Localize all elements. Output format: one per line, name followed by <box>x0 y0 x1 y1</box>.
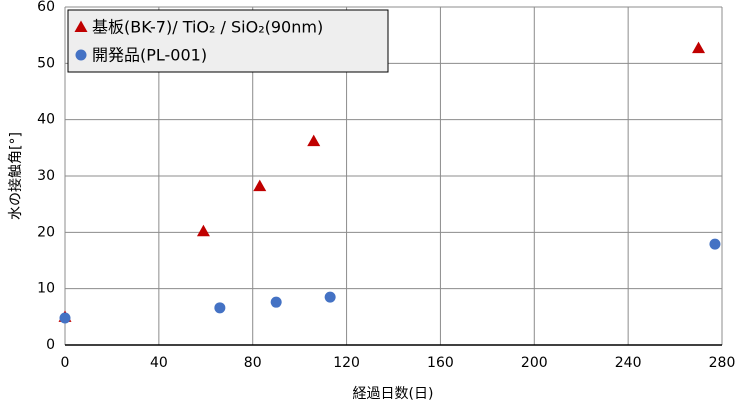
point <box>196 224 210 237</box>
legend-marker <box>74 20 88 32</box>
point <box>692 41 706 54</box>
y-tick-label: 10 <box>37 281 55 297</box>
point <box>270 296 282 308</box>
y-tick-label: 50 <box>37 55 55 71</box>
y-axis-label: 水の接触角[°] <box>7 132 24 220</box>
y-tick-label: 60 <box>37 0 55 15</box>
y-tick-label: 30 <box>37 168 55 184</box>
x-tick-label: 160 <box>427 355 454 371</box>
legend-box <box>67 9 389 73</box>
x-tick-label: 0 <box>61 355 70 371</box>
x-axis-label: 経過日数(日) <box>353 386 434 402</box>
legend-marker <box>75 49 87 61</box>
y-tick-label: 40 <box>37 112 55 128</box>
point <box>709 238 721 250</box>
x-tick-label: 280 <box>709 355 736 371</box>
x-tick-label: 120 <box>333 355 360 371</box>
y-tick-label: 0 <box>46 337 55 353</box>
point <box>324 291 336 303</box>
point <box>59 312 71 324</box>
point <box>307 134 321 147</box>
y-tick-label: 20 <box>37 224 55 240</box>
x-tick-label: 200 <box>521 355 548 371</box>
point <box>214 302 226 314</box>
x-tick-label: 240 <box>615 355 642 371</box>
legend-label: 開発品(PL-001) <box>92 46 207 65</box>
x-tick-label: 80 <box>244 355 262 371</box>
x-tick-label: 40 <box>150 355 168 371</box>
legend-label: 基板(BK-7)/ TiO₂ / SiO₂(90nm) <box>92 18 323 37</box>
point <box>253 179 267 192</box>
